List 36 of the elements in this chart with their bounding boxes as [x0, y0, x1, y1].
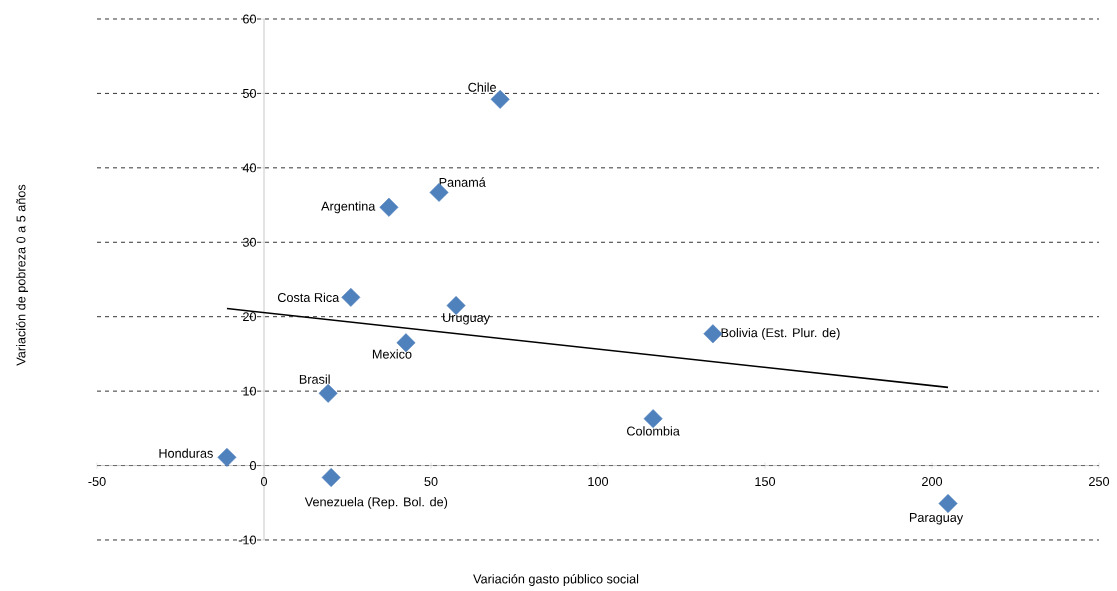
x-tick-label: 50: [424, 477, 438, 487]
annotation: Costa Rica: [277, 292, 340, 302]
annotation: Paraguay: [909, 513, 964, 525]
x-tick-label: 0: [260, 477, 268, 487]
annotation: Mexico: [372, 349, 412, 359]
y-tick-label: 30: [242, 237, 257, 247]
y-tick-label: 20: [243, 312, 257, 322]
point: [341, 287, 361, 307]
y-tick-label: -10: [238, 535, 257, 545]
annotation: Uruguay: [443, 313, 490, 325]
y-axis-title: Variación de pobreza 0 a 5 años: [16, 184, 28, 366]
annotation: Venezuela (Rep. Bol. de): [304, 497, 448, 509]
annotation: Honduras: [159, 448, 213, 458]
x-tick-label: 250: [1089, 477, 1110, 487]
y-tick-label: 0: [249, 461, 257, 471]
point: [379, 197, 399, 217]
x-axis-title: Variación gasto público social: [473, 574, 639, 586]
annotation: Argentina: [321, 201, 376, 214]
annotation: Chile: [468, 82, 496, 92]
x-tick-label: -50: [88, 477, 106, 487]
point: [321, 467, 341, 487]
y-tick-label: 40: [242, 163, 257, 173]
y-tick-label: 50: [242, 88, 257, 98]
annotation: Panamá: [439, 177, 486, 187]
point: [318, 383, 338, 403]
annotation: Colombia: [627, 426, 680, 436]
x-tick-label: 200: [922, 477, 943, 487]
annotation: Bolivia (Est. Plur. de): [721, 327, 840, 340]
x-tick-label: 100: [588, 477, 609, 487]
y-tick-label: 60: [243, 14, 257, 24]
point: [703, 324, 723, 344]
y-tick-label: 10: [243, 386, 257, 396]
x-tick-label: 150: [755, 477, 776, 487]
annotation: Brasil: [299, 374, 330, 384]
point: [938, 494, 958, 513]
point: [217, 447, 237, 467]
